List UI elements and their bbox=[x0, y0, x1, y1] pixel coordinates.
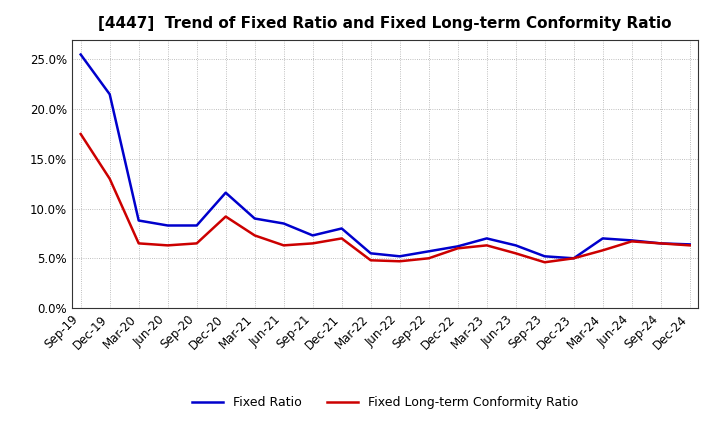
Fixed Ratio bbox=[598, 236, 607, 241]
Fixed Long-term Conformity Ratio bbox=[570, 256, 578, 261]
Fixed Ratio bbox=[482, 236, 491, 241]
Line: Fixed Long-term Conformity Ratio: Fixed Long-term Conformity Ratio bbox=[81, 134, 690, 262]
Title: [4447]  Trend of Fixed Ratio and Fixed Long-term Conformity Ratio: [4447] Trend of Fixed Ratio and Fixed Lo… bbox=[99, 16, 672, 32]
Legend: Fixed Ratio, Fixed Long-term Conformity Ratio: Fixed Ratio, Fixed Long-term Conformity … bbox=[187, 392, 583, 414]
Fixed Long-term Conformity Ratio bbox=[163, 243, 172, 248]
Fixed Long-term Conformity Ratio bbox=[221, 214, 230, 219]
Fixed Ratio bbox=[135, 218, 143, 223]
Fixed Ratio bbox=[454, 244, 462, 249]
Fixed Ratio bbox=[395, 254, 404, 259]
Fixed Long-term Conformity Ratio bbox=[685, 243, 694, 248]
Fixed Ratio bbox=[627, 238, 636, 243]
Fixed Long-term Conformity Ratio bbox=[105, 176, 114, 181]
Line: Fixed Ratio: Fixed Ratio bbox=[81, 55, 690, 258]
Fixed Ratio bbox=[251, 216, 259, 221]
Fixed Long-term Conformity Ratio bbox=[454, 246, 462, 251]
Fixed Ratio bbox=[366, 251, 375, 256]
Fixed Long-term Conformity Ratio bbox=[192, 241, 201, 246]
Fixed Long-term Conformity Ratio bbox=[76, 132, 85, 137]
Fixed Ratio bbox=[570, 256, 578, 261]
Fixed Ratio bbox=[424, 249, 433, 254]
Fixed Ratio bbox=[685, 242, 694, 247]
Fixed Long-term Conformity Ratio bbox=[424, 256, 433, 261]
Fixed Long-term Conformity Ratio bbox=[366, 258, 375, 263]
Fixed Long-term Conformity Ratio bbox=[541, 260, 549, 265]
Fixed Ratio bbox=[163, 223, 172, 228]
Fixed Ratio bbox=[192, 223, 201, 228]
Fixed Ratio bbox=[279, 221, 288, 226]
Fixed Long-term Conformity Ratio bbox=[279, 243, 288, 248]
Fixed Long-term Conformity Ratio bbox=[395, 259, 404, 264]
Fixed Long-term Conformity Ratio bbox=[511, 251, 520, 256]
Fixed Ratio bbox=[541, 254, 549, 259]
Fixed Ratio bbox=[105, 92, 114, 97]
Fixed Long-term Conformity Ratio bbox=[482, 243, 491, 248]
Fixed Long-term Conformity Ratio bbox=[338, 236, 346, 241]
Fixed Long-term Conformity Ratio bbox=[657, 241, 665, 246]
Fixed Long-term Conformity Ratio bbox=[308, 241, 317, 246]
Fixed Long-term Conformity Ratio bbox=[598, 248, 607, 253]
Fixed Long-term Conformity Ratio bbox=[251, 233, 259, 238]
Fixed Ratio bbox=[308, 233, 317, 238]
Fixed Ratio bbox=[657, 241, 665, 246]
Fixed Ratio bbox=[221, 190, 230, 195]
Fixed Long-term Conformity Ratio bbox=[627, 239, 636, 244]
Fixed Long-term Conformity Ratio bbox=[135, 241, 143, 246]
Fixed Ratio bbox=[76, 52, 85, 57]
Fixed Ratio bbox=[338, 226, 346, 231]
Fixed Ratio bbox=[511, 243, 520, 248]
